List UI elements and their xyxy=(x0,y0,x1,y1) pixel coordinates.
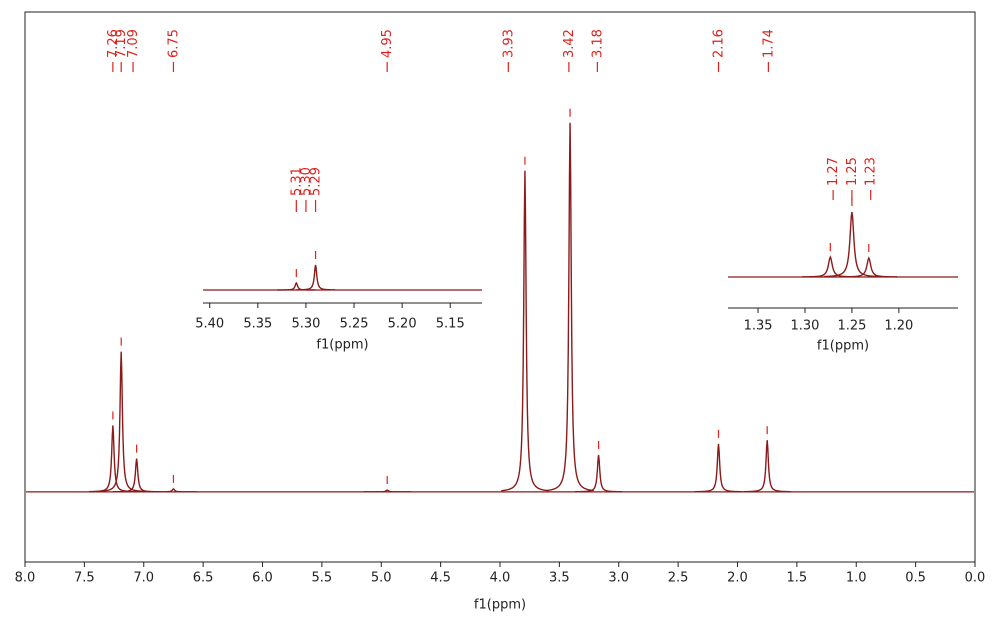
peak-label: 5.31 xyxy=(289,167,304,196)
peak xyxy=(89,425,137,493)
x-tick-label: 0.5 xyxy=(905,571,926,586)
peak-label: 2.16 xyxy=(712,29,727,58)
x-tick-label: 4.5 xyxy=(430,571,451,586)
x-tick-label: 1.5 xyxy=(787,571,808,586)
x-tick-label: 5.40 xyxy=(195,317,224,332)
peak-label: 5.30 xyxy=(299,167,314,196)
x-tick-label: 2.5 xyxy=(668,571,689,586)
x-tick-label: 5.0 xyxy=(371,571,392,586)
x-tick-label: 4.0 xyxy=(490,571,511,586)
peak xyxy=(802,255,859,278)
x-tick-label: 1.0 xyxy=(846,571,867,586)
peak-label: 1.74 xyxy=(761,29,776,58)
peak xyxy=(296,264,335,291)
peak-label: 7.09 xyxy=(126,29,141,58)
x-tick-label: 6.0 xyxy=(252,571,273,586)
x-axis-title: f1(ppm) xyxy=(474,598,526,613)
x-tick-label: 6.5 xyxy=(193,571,214,586)
x-tick-label: 1.30 xyxy=(791,319,820,334)
plot-frame xyxy=(24,11,976,563)
x-tick-label: 8.0 xyxy=(15,571,36,586)
peak xyxy=(743,440,791,493)
peak-label: 1.27 xyxy=(826,157,841,186)
peak-label: 3.18 xyxy=(590,29,605,58)
x-tick-label: 5.20 xyxy=(388,317,417,332)
x-tick-label: 2.0 xyxy=(727,571,748,586)
x-tick-label: 3.5 xyxy=(549,571,570,586)
peak-label: 5.29 xyxy=(309,167,324,196)
peak xyxy=(149,488,198,493)
x-tick-label: 7.5 xyxy=(74,571,95,586)
peak-label: 3.93 xyxy=(501,29,516,58)
peak xyxy=(823,211,881,278)
peak-label: 4.95 xyxy=(380,29,395,58)
peak xyxy=(112,458,161,493)
peak-label: 1.23 xyxy=(864,157,879,186)
x-tick-label: 1.20 xyxy=(884,319,913,334)
peak xyxy=(840,256,897,278)
peak-label: 6.75 xyxy=(166,29,181,58)
x-tick-label: 5.35 xyxy=(243,317,272,332)
x-axis-title: f1(ppm) xyxy=(817,339,869,354)
x-tick-label: 5.5 xyxy=(312,571,333,586)
peak xyxy=(574,454,623,493)
peak xyxy=(546,122,594,492)
x-axis-title: f1(ppm) xyxy=(316,338,368,353)
x-tick-label: 0.0 xyxy=(965,571,986,586)
peak xyxy=(277,281,316,291)
x-tick-label: 5.25 xyxy=(340,317,369,332)
peak-label: 1.25 xyxy=(845,157,860,186)
x-tick-label: 5.30 xyxy=(291,317,320,332)
peak xyxy=(501,170,549,492)
x-tick-label: 1.25 xyxy=(837,319,866,334)
x-tick-label: 7.0 xyxy=(133,571,154,586)
x-tick-label: 5.15 xyxy=(436,317,465,332)
peak xyxy=(363,489,411,493)
peak-label: 7.19 xyxy=(114,29,129,58)
peak xyxy=(97,351,145,493)
x-tick-label: 3.0 xyxy=(608,571,629,586)
peak-label: 7.26 xyxy=(106,29,121,58)
x-tick-label: 1.35 xyxy=(744,319,773,334)
peak xyxy=(694,443,743,493)
peak-label: 3.42 xyxy=(562,29,577,58)
